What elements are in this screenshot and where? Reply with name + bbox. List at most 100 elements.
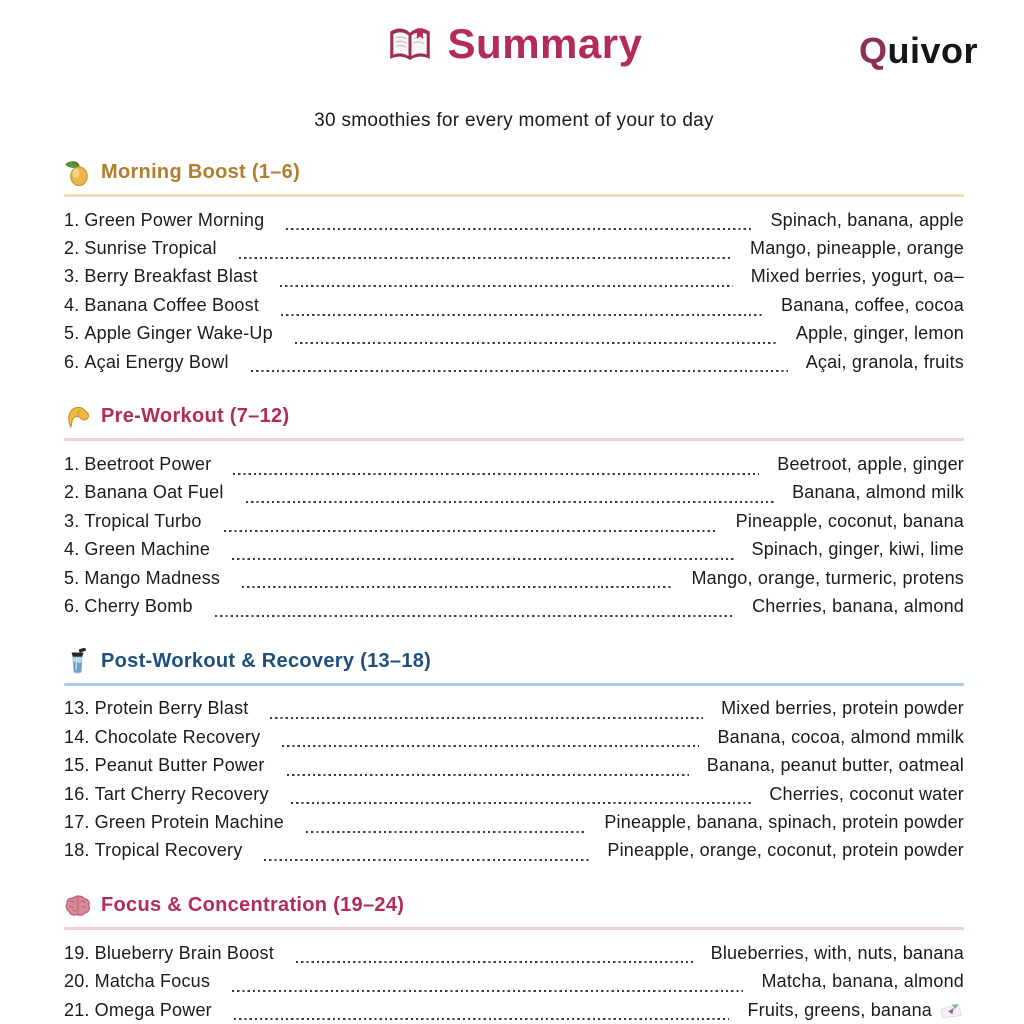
smoothie-ingredients: Banana, peanut butter, oatmeal bbox=[706, 755, 964, 776]
smoothie-ingredients: Spinach, banana, apple bbox=[770, 209, 964, 230]
smoothie-ingredients: Mixed berries, yogurt, oa– bbox=[750, 266, 964, 287]
section-title: Pre-Workout (7–12) bbox=[101, 405, 290, 428]
section-rows: 19. Blueberry Brain Boost Blueberries, w… bbox=[64, 939, 964, 1024]
smoothie-name: Tart Cherry Recovery bbox=[94, 783, 269, 804]
smoothie-number: 18. bbox=[64, 840, 90, 861]
section: Post-Workout & Recovery (13–18) 13. Prot… bbox=[64, 648, 964, 865]
smoothie-ingredients: Fruits, greens, banana bbox=[747, 999, 932, 1020]
smoothie-number: 6. bbox=[64, 351, 80, 372]
section-title: Focus & Concentration (19–24) bbox=[101, 894, 405, 917]
dotted-leader bbox=[232, 557, 734, 560]
section-header: Focus & Concentration (19–24) bbox=[64, 892, 964, 919]
smoothie-name: Banana Oat Fuel bbox=[84, 482, 224, 503]
page-title-text: Summary bbox=[447, 20, 643, 67]
open-book-icon bbox=[386, 23, 434, 65]
smoothie-number: 16. bbox=[64, 783, 90, 804]
section-title: Post-Workout & Recovery (13–18) bbox=[101, 649, 432, 672]
dotted-leader bbox=[233, 1018, 730, 1021]
section-header: Post-Workout & Recovery (13–18) bbox=[64, 648, 964, 675]
smoothie-number: 1. bbox=[64, 454, 80, 475]
smoothie-row: 4. Banana Coffee Boost Banana, coffee, c… bbox=[64, 291, 964, 319]
smoothie-name: Banana Coffee Boost bbox=[84, 294, 260, 315]
smoothie-ingredients: Beetroot, apple, ginger bbox=[777, 454, 964, 475]
smoothie-row: 2. Sunrise Tropical Mango, pineapple, or… bbox=[64, 234, 964, 262]
section: Morning Boost (1–6) 1. Green Power Morni… bbox=[64, 159, 964, 376]
smoothie-ingredients: Banana, coffee, cocoa bbox=[780, 294, 964, 315]
smoothie-ingredients: Pineapple, coconut, banana bbox=[735, 510, 964, 531]
smoothie-number: 6. bbox=[64, 595, 80, 616]
dotted-leader bbox=[279, 285, 733, 288]
brand-logo: Quivor bbox=[859, 30, 978, 72]
mango-icon bbox=[64, 159, 91, 186]
smoothie-ingredients: Mango, orange, turmeric, protens bbox=[691, 567, 964, 588]
smoothie-name: Green Machine bbox=[84, 539, 211, 560]
smoothie-name: Beetroot Power bbox=[84, 454, 212, 475]
brand-logo-q: Q bbox=[858, 30, 888, 71]
section-divider bbox=[64, 682, 964, 686]
shaker-bottle-icon bbox=[64, 648, 91, 675]
smoothie-name: Berry Breakfast Blast bbox=[84, 266, 258, 287]
smoothie-number: 19. bbox=[64, 942, 90, 963]
smoothie-ingredients: Cherries, banana, almond bbox=[752, 595, 964, 616]
section-header: Pre-Workout (7–12) bbox=[64, 403, 964, 430]
smoothie-row: 13. Protein Berry Blast Mixed berries, p… bbox=[64, 695, 964, 723]
dotted-leader bbox=[214, 614, 735, 617]
dotted-leader bbox=[270, 717, 704, 720]
section-title: Morning Boost (1–6) bbox=[101, 161, 301, 183]
smoothie-number: 2. bbox=[64, 238, 80, 259]
smoothie-name: Açai Energy Bowl bbox=[84, 351, 229, 372]
smoothie-ingredients: Pineapple, orange, coconut, protein powd… bbox=[607, 840, 964, 861]
smoothie-row: 5. Apple Ginger Wake-Up Apple, ginger, l… bbox=[64, 320, 964, 348]
dotted-leader bbox=[282, 745, 700, 748]
smoothie-name: Protein Berry Blast bbox=[94, 698, 249, 719]
smoothie-row: 2. Banana Oat Fuel Banana, almond milk bbox=[64, 479, 964, 507]
smoothie-ingredients: Banana, almond milk bbox=[792, 482, 964, 503]
brain-icon bbox=[64, 892, 91, 919]
flexed-biceps-icon bbox=[64, 403, 91, 430]
sections: Morning Boost (1–6) 1. Green Power Morni… bbox=[64, 159, 964, 1024]
dotted-leader bbox=[250, 370, 788, 373]
section: Pre-Workout (7–12) 1. Beetroot Power Bee… bbox=[64, 403, 964, 620]
page-subtitle: 30 smoothies for every moment of your to… bbox=[314, 110, 714, 131]
section-rows: 13. Protein Berry Blast Mixed berries, p… bbox=[64, 695, 964, 865]
dotted-leader bbox=[286, 773, 689, 776]
paper-scrap-icon bbox=[938, 1001, 964, 1019]
section-divider bbox=[64, 438, 964, 442]
section-divider bbox=[64, 927, 964, 931]
smoothie-row: 14. Chocolate Recovery Banana, cocoa, al… bbox=[64, 723, 964, 751]
smoothie-row: 18. Tropical Recovery Pineapple, orange,… bbox=[64, 837, 964, 865]
section-divider bbox=[64, 194, 964, 197]
smoothie-row: 15. Peanut Butter Power Banana, peanut b… bbox=[64, 751, 964, 779]
smoothie-row: 6. Cherry Bomb Cherries, banana, almond bbox=[64, 592, 964, 620]
smoothie-row: 16. Tart Cherry Recovery Cherries, cocon… bbox=[64, 780, 964, 808]
smoothie-name: Tropical Recovery bbox=[94, 840, 243, 861]
dotted-leader bbox=[281, 313, 763, 316]
smoothie-number: 13. bbox=[64, 698, 90, 719]
smoothie-name: Matcha Focus bbox=[94, 971, 211, 992]
smoothie-name: Omega Power bbox=[94, 999, 212, 1020]
header: Summary Quivor bbox=[64, 18, 978, 94]
dotted-leader bbox=[295, 961, 693, 964]
brand-logo-rest: uivor bbox=[887, 30, 978, 71]
smoothie-ingredients: Cherries, coconut water bbox=[769, 783, 964, 804]
smoothie-ingredients: Matcha, banana, almond bbox=[761, 971, 964, 992]
smoothie-number: 15. bbox=[64, 755, 90, 776]
smoothie-number: 21. bbox=[64, 999, 90, 1020]
smoothie-ingredients: Spinach, ginger, kiwi, lime bbox=[751, 539, 964, 560]
dotted-leader bbox=[305, 830, 587, 833]
smoothie-row: 3. Berry Breakfast Blast Mixed berries, … bbox=[64, 263, 964, 291]
smoothie-name: Chocolate Recovery bbox=[94, 726, 261, 747]
smoothie-row: 21. Omega Power Fruits, greens, banana bbox=[64, 996, 964, 1024]
dotted-leader bbox=[223, 529, 718, 532]
smoothie-row: 5. Mango Madness Mango, orange, turmeric… bbox=[64, 564, 964, 592]
smoothie-row: 19. Blueberry Brain Boost Blueberries, w… bbox=[64, 939, 964, 967]
smoothie-number: 2. bbox=[64, 482, 80, 503]
smoothie-name: Mango Madness bbox=[84, 567, 221, 588]
smoothie-number: 3. bbox=[64, 266, 80, 287]
dotted-leader bbox=[286, 228, 753, 231]
smoothie-ingredients: Pineapple, banana, spinach, protein powd… bbox=[604, 811, 964, 832]
smoothie-number: 17. bbox=[64, 811, 90, 832]
smoothie-name: Green Protein Machine bbox=[94, 811, 284, 832]
smoothie-number: 4. bbox=[64, 539, 80, 560]
